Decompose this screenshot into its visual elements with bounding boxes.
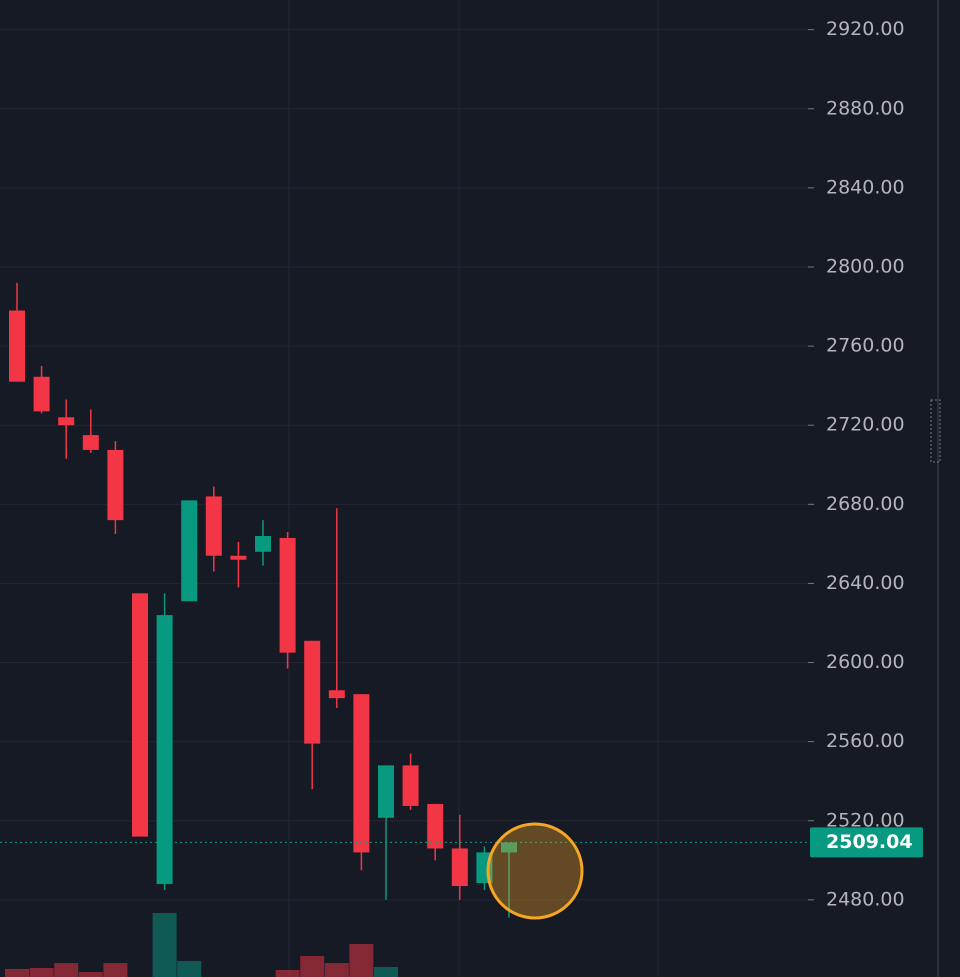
volume-bar — [374, 967, 398, 977]
volume-bar — [78, 972, 103, 977]
scroll-handle[interactable] — [930, 399, 941, 463]
candle-body — [181, 500, 198, 602]
candle-body — [328, 690, 345, 699]
highlight-circle — [486, 822, 584, 920]
volume-bar — [54, 963, 79, 977]
candle-body — [230, 555, 247, 560]
candle-body — [378, 765, 394, 818]
volume-bar — [103, 963, 128, 977]
candle-body — [451, 848, 468, 887]
candle-body — [205, 496, 222, 556]
y-tick-label: 2760.00 — [826, 335, 905, 357]
candle-body — [304, 640, 321, 744]
y-tick-label: 2560.00 — [826, 730, 905, 752]
volume-bar — [349, 944, 374, 977]
volume-bar — [177, 961, 202, 977]
y-tick-label: 2720.00 — [826, 414, 905, 436]
y-tick-label: 2680.00 — [826, 493, 905, 515]
candle-body — [156, 615, 173, 885]
y-tick-label: 2640.00 — [826, 572, 905, 594]
candle-body — [107, 449, 124, 521]
volume-bar — [29, 968, 54, 977]
candle-body — [402, 765, 419, 806]
candle-body — [132, 593, 148, 837]
y-tick-label: 2920.00 — [826, 18, 905, 40]
candle-body — [427, 803, 444, 849]
volume-bar — [5, 969, 29, 977]
candle-body — [255, 535, 271, 552]
y-tick-label: 2600.00 — [826, 651, 905, 673]
volume-bar — [275, 970, 300, 977]
candle-body — [9, 310, 25, 382]
y-tick-label: 2880.00 — [826, 97, 905, 119]
candle-body — [58, 417, 75, 426]
y-tick-label: 2520.00 — [826, 809, 905, 831]
y-tick-label: 2800.00 — [826, 255, 905, 277]
candle-body — [353, 694, 370, 853]
volume-bar — [300, 956, 325, 977]
last-price-label: 2509.04 — [826, 831, 913, 853]
y-tick-label: 2840.00 — [826, 176, 905, 198]
candle-body — [279, 537, 296, 653]
candle-body — [33, 376, 50, 412]
candle-body — [501, 842, 517, 853]
candle-body — [82, 435, 99, 450]
y-tick-label: 2480.00 — [826, 888, 905, 910]
volume-bar — [324, 963, 349, 977]
volume-bar — [152, 913, 177, 977]
last-price-tag — [810, 827, 923, 858]
